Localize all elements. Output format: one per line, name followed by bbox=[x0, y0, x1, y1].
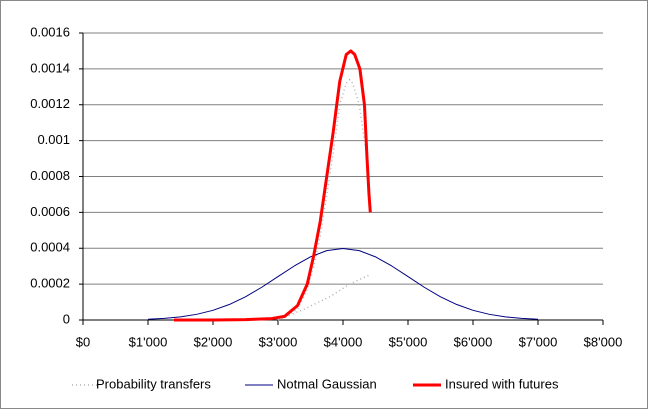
y-tick-label: 0 bbox=[63, 311, 70, 326]
x-tick-label: $0 bbox=[76, 334, 90, 349]
y-tick-label: 0.0006 bbox=[30, 204, 70, 219]
series-line bbox=[147, 247, 539, 320]
y-tick-label: 0.0004 bbox=[30, 240, 70, 255]
legend-label: Notmal Gaussian bbox=[277, 376, 377, 391]
y-tick-label: 0.001 bbox=[37, 132, 70, 147]
y-tick-label: 0.0002 bbox=[30, 276, 70, 291]
x-tick-label: $6'000 bbox=[454, 334, 493, 349]
legend-label: Insured with futures bbox=[445, 376, 559, 391]
x-tick-label: $1'000 bbox=[129, 334, 168, 349]
series-line bbox=[174, 49, 372, 322]
x-tick-label: $7'000 bbox=[519, 334, 558, 349]
x-tick-label: $4'000 bbox=[324, 334, 363, 349]
y-tick-label: 0.0008 bbox=[30, 168, 70, 183]
x-tick-label: $8'000 bbox=[584, 334, 623, 349]
x-tick-label: $2'000 bbox=[194, 334, 233, 349]
x-tick-label: $3'000 bbox=[259, 334, 298, 349]
y-tick-label: 0.0016 bbox=[30, 24, 70, 39]
y-tick-label: 0.0014 bbox=[30, 60, 70, 75]
legend-label: Probability transfers bbox=[96, 376, 211, 391]
y-tick-label: 0.0012 bbox=[30, 96, 70, 111]
x-tick-label: $5'000 bbox=[389, 334, 428, 349]
